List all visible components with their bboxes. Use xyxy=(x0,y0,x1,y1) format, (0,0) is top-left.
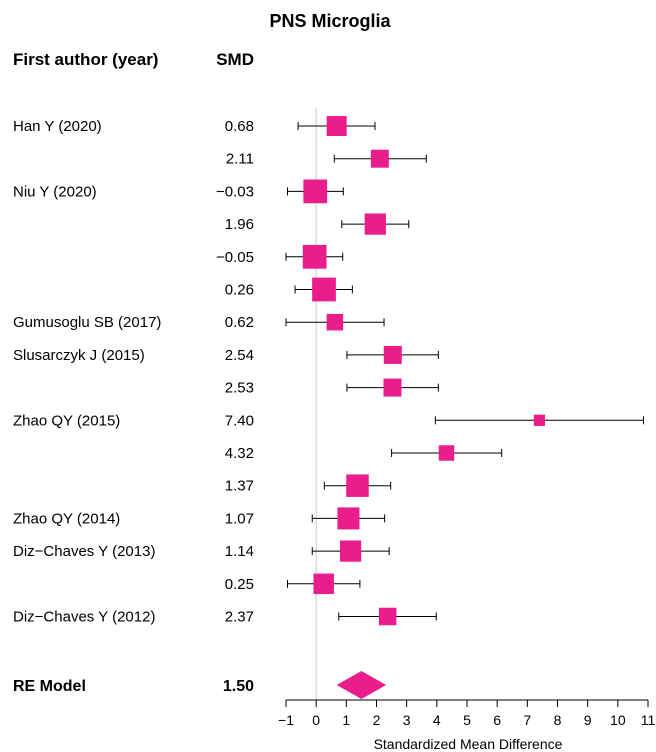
summary-label: RE Model xyxy=(13,678,86,695)
effect-marker xyxy=(312,277,336,302)
study-smd-label: 0.62 xyxy=(225,314,254,331)
effect-marker xyxy=(370,149,389,168)
effect-marker xyxy=(378,607,397,626)
x-tick-label: 4 xyxy=(433,712,441,728)
effect-marker xyxy=(383,345,402,364)
x-tick-label: 2 xyxy=(373,712,381,728)
column-header-author: First author (year) xyxy=(13,50,158,69)
x-tick-label: 11 xyxy=(641,712,656,728)
effect-marker xyxy=(313,573,334,595)
study-smd-label: 2.11 xyxy=(226,151,254,168)
study-author-label: Zhao QY (2015) xyxy=(13,412,120,429)
study-smd-label: 2.53 xyxy=(225,380,254,397)
summary-smd-label: 1.50 xyxy=(223,678,254,695)
x-tick-label: −1 xyxy=(278,712,294,728)
study-smd-label: 1.14 xyxy=(225,543,254,560)
study-author-label: Diz−Chaves Y (2012) xyxy=(13,609,155,626)
effect-marker xyxy=(303,179,328,204)
column-header-smd: SMD xyxy=(216,50,254,69)
effect-marker xyxy=(438,445,455,461)
effect-marker xyxy=(302,244,327,269)
study-author-label: Gumusoglu SB (2017) xyxy=(13,314,161,331)
chart-title: PNS Microglia xyxy=(269,11,391,31)
x-tick-label: 7 xyxy=(523,712,531,728)
study-author-label: Niu Y (2020) xyxy=(13,183,97,200)
x-axis-label: Standardized Mean Difference xyxy=(374,736,563,752)
x-tick-label: 10 xyxy=(610,712,626,728)
effect-marker xyxy=(337,507,360,530)
study-smd-label: 0.25 xyxy=(225,576,254,593)
effect-marker xyxy=(533,414,546,426)
study-smd-label: 4.32 xyxy=(225,445,254,462)
effect-marker xyxy=(326,313,344,331)
study-author-label: Slusarczyk J (2015) xyxy=(13,347,145,364)
study-smd-label: 0.68 xyxy=(225,118,254,135)
x-tick-label: 6 xyxy=(493,712,501,728)
study-smd-label: 1.96 xyxy=(225,216,254,233)
study-smd-label: 7.40 xyxy=(225,412,254,429)
x-tick-label: 1 xyxy=(342,712,350,728)
study-author-label: Diz−Chaves Y (2013) xyxy=(13,543,155,560)
x-tick-label: 5 xyxy=(463,712,471,728)
study-author-label: Zhao QY (2014) xyxy=(13,510,120,527)
study-smd-label: −0.05 xyxy=(216,249,254,266)
effect-marker xyxy=(339,540,362,562)
effect-marker xyxy=(383,378,402,397)
plot-area: Han Y (2020) 0.68 2.11 Niu Y (2020) −0.03 1.9… xyxy=(13,108,655,728)
effect-marker xyxy=(364,213,386,235)
study-smd-label: 2.37 xyxy=(225,609,254,626)
study-smd-label: 1.37 xyxy=(225,478,254,495)
study-smd-label: −0.03 xyxy=(216,183,254,200)
study-smd-label: 2.54 xyxy=(225,347,254,364)
effect-marker xyxy=(346,474,369,497)
study-smd-label: 0.26 xyxy=(225,282,254,299)
summary-diamond xyxy=(336,671,387,699)
x-tick-label: 0 xyxy=(312,712,320,728)
x-tick-label: 9 xyxy=(584,712,592,728)
x-tick-label: 3 xyxy=(403,712,411,728)
study-smd-label: 1.07 xyxy=(225,510,254,527)
x-tick-label: 8 xyxy=(554,712,562,728)
effect-marker xyxy=(326,116,347,136)
study-author-label: Han Y (2020) xyxy=(13,118,102,135)
